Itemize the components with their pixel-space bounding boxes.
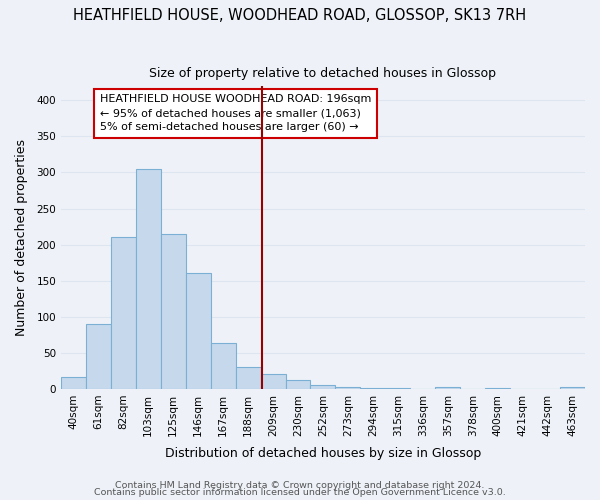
Text: HEATHFIELD HOUSE WOODHEAD ROAD: 196sqm
← 95% of detached houses are smaller (1,0: HEATHFIELD HOUSE WOODHEAD ROAD: 196sqm ←… xyxy=(100,94,371,132)
Bar xyxy=(86,324,111,389)
Bar xyxy=(211,342,236,389)
Bar xyxy=(161,234,186,389)
Bar xyxy=(236,368,260,389)
Text: Contains HM Land Registry data © Crown copyright and database right 2024.: Contains HM Land Registry data © Crown c… xyxy=(115,480,485,490)
Bar xyxy=(111,236,136,389)
Bar xyxy=(361,388,385,389)
Bar xyxy=(61,376,86,389)
Bar xyxy=(310,386,335,389)
Text: HEATHFIELD HOUSE, WOODHEAD ROAD, GLOSSOP, SK13 7RH: HEATHFIELD HOUSE, WOODHEAD ROAD, GLOSSOP… xyxy=(73,8,527,22)
Bar xyxy=(136,169,161,389)
Bar xyxy=(560,388,585,389)
Bar xyxy=(260,374,286,389)
Bar xyxy=(435,386,460,389)
Bar xyxy=(286,380,310,389)
Text: Contains public sector information licensed under the Open Government Licence v3: Contains public sector information licen… xyxy=(94,488,506,497)
Bar xyxy=(186,272,211,389)
Bar xyxy=(335,388,361,389)
Bar xyxy=(485,388,510,389)
Y-axis label: Number of detached properties: Number of detached properties xyxy=(15,139,28,336)
X-axis label: Distribution of detached houses by size in Glossop: Distribution of detached houses by size … xyxy=(165,447,481,460)
Bar xyxy=(385,388,410,389)
Title: Size of property relative to detached houses in Glossop: Size of property relative to detached ho… xyxy=(149,68,496,80)
